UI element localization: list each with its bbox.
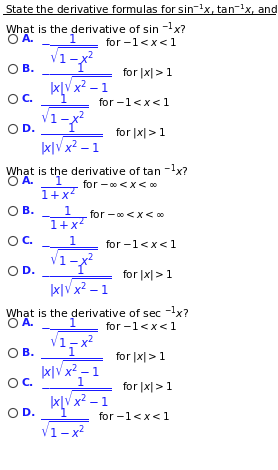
Text: $-$: $-$ (40, 268, 51, 281)
Text: $-$: $-$ (40, 66, 51, 79)
Text: B.: B. (22, 206, 34, 216)
Text: State the derivative formulas for $\mathregular{sin}^{-1}x$, $\mathregular{tan}^: State the derivative formulas for $\math… (5, 2, 278, 17)
Text: for $|x|>1$: for $|x|>1$ (115, 350, 166, 364)
Text: $-$: $-$ (40, 36, 51, 49)
Text: for $-1<x<1$: for $-1<x<1$ (98, 96, 170, 108)
Text: D.: D. (22, 408, 35, 418)
Text: $\dfrac{1}{\sqrt{1-x^2}}$: $\dfrac{1}{\sqrt{1-x^2}}$ (49, 316, 97, 350)
Text: D.: D. (22, 124, 35, 134)
Text: $-$: $-$ (40, 380, 51, 393)
Text: $\dfrac{1}{\sqrt{1-x^2}}$: $\dfrac{1}{\sqrt{1-x^2}}$ (40, 406, 88, 440)
Text: $\dfrac{1}{1+x^2}$: $\dfrac{1}{1+x^2}$ (40, 174, 77, 202)
Text: $\dfrac{1}{\sqrt{1-x^2}}$: $\dfrac{1}{\sqrt{1-x^2}}$ (40, 92, 88, 126)
Text: C.: C. (22, 94, 34, 104)
Text: for $|x|>1$: for $|x|>1$ (115, 126, 166, 140)
Text: $\dfrac{1}{\sqrt{1-x^2}}$: $\dfrac{1}{\sqrt{1-x^2}}$ (49, 234, 97, 268)
Text: B.: B. (22, 64, 34, 74)
Text: $\dfrac{1}{1+x^2}$: $\dfrac{1}{1+x^2}$ (49, 204, 86, 232)
Text: C.: C. (22, 236, 34, 246)
Text: for $|x|>1$: for $|x|>1$ (122, 380, 173, 394)
Text: What is the derivative of sin $^{-1}x$?: What is the derivative of sin $^{-1}x$? (5, 20, 187, 37)
Text: What is the derivative of tan $^{-1}x$?: What is the derivative of tan $^{-1}x$? (5, 162, 189, 179)
Text: $\dfrac{1}{|x|\sqrt{x^2-1}}$: $\dfrac{1}{|x|\sqrt{x^2-1}}$ (49, 62, 112, 97)
Text: A.: A. (22, 34, 35, 44)
Text: $\dfrac{1}{|x|\sqrt{x^2-1}}$: $\dfrac{1}{|x|\sqrt{x^2-1}}$ (49, 264, 112, 299)
Text: $-$: $-$ (40, 320, 51, 333)
Text: $-$: $-$ (40, 208, 51, 221)
Text: for $-1<x<1$: for $-1<x<1$ (105, 36, 177, 48)
Text: $\dfrac{1}{|x|\sqrt{x^2-1}}$: $\dfrac{1}{|x|\sqrt{x^2-1}}$ (40, 122, 103, 157)
Text: A.: A. (22, 176, 35, 186)
Text: $\dfrac{1}{|x|\sqrt{x^2-1}}$: $\dfrac{1}{|x|\sqrt{x^2-1}}$ (40, 346, 103, 381)
Text: D.: D. (22, 266, 35, 276)
Text: B.: B. (22, 348, 34, 358)
Text: C.: C. (22, 378, 34, 388)
Text: for $-1<x<1$: for $-1<x<1$ (105, 320, 177, 332)
Text: for $-\infty<x<\infty$: for $-\infty<x<\infty$ (89, 208, 165, 220)
Text: for $-1<x<1$: for $-1<x<1$ (105, 238, 177, 250)
Text: for $-1<x<1$: for $-1<x<1$ (98, 410, 170, 422)
Text: for $|x|>1$: for $|x|>1$ (122, 268, 173, 282)
Text: $-$: $-$ (40, 238, 51, 251)
Text: for $|x|>1$: for $|x|>1$ (122, 66, 173, 80)
Text: A.: A. (22, 318, 35, 328)
Text: for $-\infty<x<\infty$: for $-\infty<x<\infty$ (82, 178, 158, 190)
Text: $\dfrac{1}{|x|\sqrt{x^2-1}}$: $\dfrac{1}{|x|\sqrt{x^2-1}}$ (49, 376, 112, 411)
Text: What is the derivative of sec $^{-1}x$?: What is the derivative of sec $^{-1}x$? (5, 304, 189, 321)
Text: $\dfrac{1}{\sqrt{1-x^2}}$: $\dfrac{1}{\sqrt{1-x^2}}$ (49, 32, 97, 66)
